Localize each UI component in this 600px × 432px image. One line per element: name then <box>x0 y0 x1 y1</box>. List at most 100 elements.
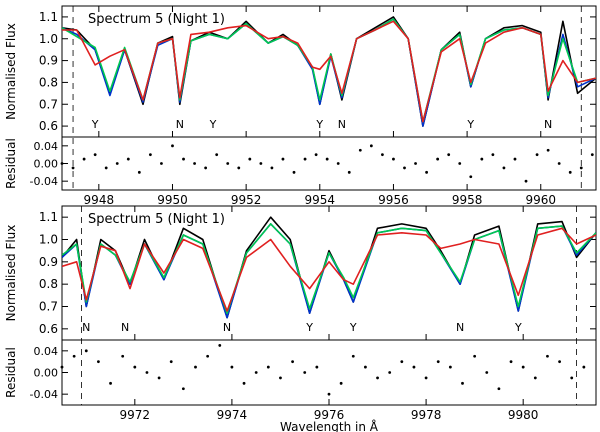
p0-residual-point <box>93 153 97 157</box>
p0-residual-axes-frame <box>61 136 597 191</box>
p0-residual-point <box>248 157 252 161</box>
p1-y-tick-label: 0.8 <box>39 277 58 291</box>
p0-residual-point <box>204 166 208 170</box>
top-panel-group: 9948 9950 9952 9954 9956 9958 9960 0.6 0.7 0.8 0.9… <box>4 5 597 207</box>
p0-residual-point <box>303 157 307 161</box>
p0-residual-point <box>491 153 495 157</box>
p1-residual-point <box>206 354 210 358</box>
p0-residual-point <box>104 166 108 170</box>
p0-residual-point <box>403 166 406 170</box>
p0-residual-point <box>535 153 539 157</box>
p1-residual-point <box>400 360 404 364</box>
p0-residual-point <box>215 153 219 157</box>
p0-series-line-2 <box>62 18 596 123</box>
p0-series-line-3 <box>62 20 596 123</box>
p0-residual-point <box>115 162 119 165</box>
p0-residual-point <box>436 157 440 161</box>
p1-y-tick-label: 1.1 <box>39 210 58 224</box>
p0-residual-point <box>60 162 64 165</box>
p0-series-group <box>62 16 596 127</box>
p1-residual-point <box>303 371 307 374</box>
p1-x-tick-label: 9976 <box>314 408 345 422</box>
p0-residual-point <box>71 166 75 170</box>
p0-residual-point <box>425 170 428 174</box>
bottom-panel-group: 9972 9974 9976 9978 9980 0.6 0.7 0.8 0.9 1.0 1.1 0.… <box>4 205 597 432</box>
p0-residual-point <box>347 170 351 174</box>
p0-residual-point <box>557 162 561 165</box>
p0-residual-point <box>160 162 163 165</box>
p0-residual-point <box>502 166 506 170</box>
p1-y-tick-label: 0.9 <box>39 255 58 269</box>
p0-y-axis-label: Normalised Flux <box>4 23 18 120</box>
p1-residual-point <box>266 365 270 369</box>
p1-residual-point <box>412 365 416 369</box>
p1-residual-point <box>461 381 464 385</box>
p1-residual-point <box>364 365 367 369</box>
p1-residual-point <box>546 354 549 358</box>
p1-residual-point <box>497 387 501 391</box>
p0-line-marker: N <box>176 118 184 131</box>
p1-y-tick-label: 0.7 <box>39 300 58 314</box>
p1-residual-point <box>436 360 440 364</box>
p1-residual-point <box>533 376 537 380</box>
p0-res-y-tick-label: 0.00 <box>34 158 59 171</box>
p0-residual-point <box>513 157 517 161</box>
p0-residual-point <box>292 170 296 174</box>
p0-residual-point <box>281 157 285 161</box>
p0-y-tick-label: 0.6 <box>39 119 58 133</box>
p1-residual-point <box>133 365 137 369</box>
p0-residual-point <box>193 162 196 165</box>
p1-residual-point <box>339 381 343 385</box>
p0-y-tick-label: 0.8 <box>39 75 58 89</box>
p1-residual-point <box>242 381 246 385</box>
p1-x-tick-label: 9978 <box>411 408 442 422</box>
p1-x-tick-label: 9974 <box>217 408 248 422</box>
p0-residual-point <box>524 179 528 183</box>
p0-series-line-1 <box>62 18 596 127</box>
p0-x-tick-label: 9960 <box>525 193 556 207</box>
p0-residual-point <box>568 170 572 174</box>
p0-line-marker: Y <box>466 118 474 131</box>
p0-x-tick-label: 9958 <box>452 193 483 207</box>
p1-residual-point <box>72 354 76 358</box>
p0-series-line-0 <box>62 16 596 127</box>
p0-line-marker: N <box>544 118 552 131</box>
p1-residual-point <box>509 360 513 364</box>
p1-residual-point <box>582 365 586 369</box>
p1-res-y-tick-label: 0.00 <box>34 367 59 380</box>
p0-residual-point <box>226 162 230 165</box>
p1-line-marker: Y <box>305 321 313 334</box>
p1-residual-point <box>315 365 319 369</box>
p1-residual-point <box>424 376 428 380</box>
p0-residual-point <box>358 148 362 152</box>
p1-residual-point <box>388 371 392 374</box>
p1-residual-point <box>291 360 294 364</box>
p1-residual-point <box>570 376 574 380</box>
p0-residual-point <box>590 153 594 157</box>
p0-residual-point <box>259 162 263 165</box>
p1-residual-point <box>169 360 173 364</box>
p0-residual-point <box>126 157 130 161</box>
p1-series-line-1 <box>62 223 596 319</box>
p1-series-line-3 <box>62 227 596 312</box>
p0-x-tick-label: 9954 <box>305 193 336 207</box>
p1-residual-point <box>521 365 525 369</box>
p1-residual-point <box>279 376 282 380</box>
p1-residual-point <box>327 392 331 396</box>
p0-line-marker: Y <box>209 118 217 131</box>
p1-residual-point <box>485 371 489 374</box>
p0-residual-point <box>270 166 274 170</box>
p1-line-marker: Y <box>514 321 522 334</box>
p0-residual-point <box>579 166 583 170</box>
p1-residual-point <box>230 365 234 369</box>
p1-residual-point <box>376 376 379 380</box>
p1-residual-point <box>157 376 161 380</box>
p0-y-tick-label: 0.9 <box>39 54 58 68</box>
p1-res-y-tick-label: -0.04 <box>30 388 58 401</box>
p1-series-line-2 <box>62 223 596 315</box>
p0-spectrum-title: Spectrum 5 (Night 1) <box>88 12 225 27</box>
p0-y-tick-label: 0.7 <box>39 97 58 111</box>
p0-residual-point <box>546 148 550 152</box>
p1-y-tick-label: 0.6 <box>39 322 58 336</box>
